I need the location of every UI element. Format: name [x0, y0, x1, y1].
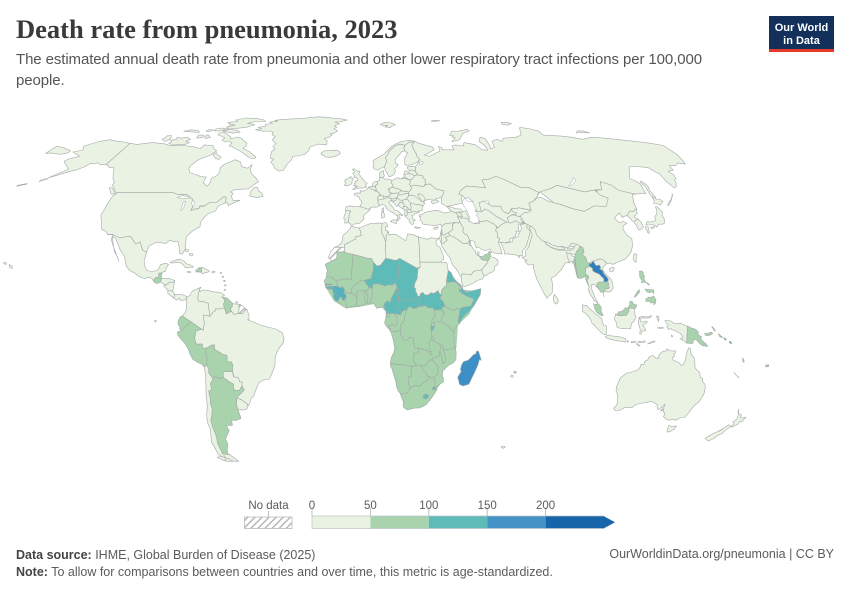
svg-text:50: 50: [364, 500, 377, 512]
svg-text:No data: No data: [248, 500, 289, 512]
svg-text:200: 200: [536, 500, 555, 512]
svg-text:150: 150: [478, 500, 497, 512]
svg-text:100: 100: [419, 500, 438, 512]
svg-text:0: 0: [309, 500, 315, 512]
